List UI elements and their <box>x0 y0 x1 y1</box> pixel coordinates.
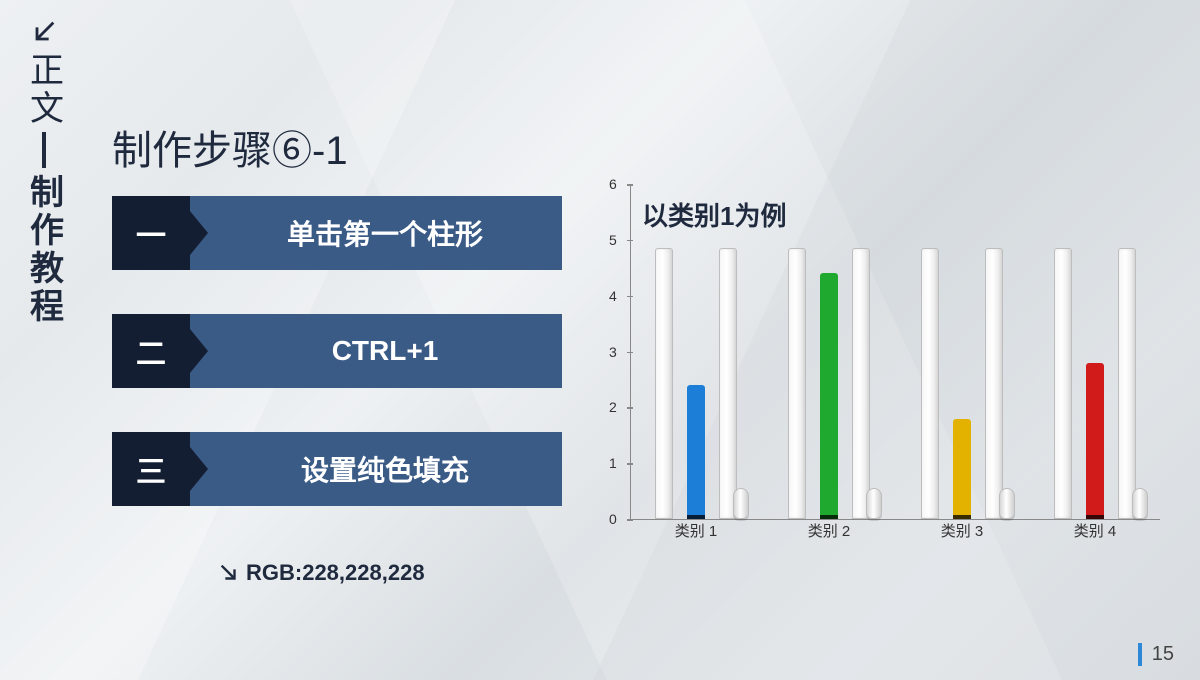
step-1-label: 单击第一个柱形 <box>190 196 562 270</box>
bar-outline-right <box>985 248 1003 519</box>
x-label: 类别 2 <box>808 520 851 541</box>
step-list: 一 单击第一个柱形 二 CTRL+1 三 设置纯色填充 <box>112 196 562 506</box>
y-tick: 4 <box>609 288 617 304</box>
bar-outline-right <box>852 248 870 519</box>
y-tick: 2 <box>609 399 617 415</box>
slide-heading: 制作步骤⑥-1 <box>112 118 348 176</box>
bar-outline-right <box>1118 248 1136 519</box>
sidebar-line2: 制作教程 <box>20 174 69 326</box>
bar-outline-left <box>788 248 806 519</box>
y-tick: 6 <box>609 176 617 192</box>
sidebar-separator <box>42 132 46 168</box>
x-label: 类别 4 <box>1074 520 1117 541</box>
arrow-down-right-icon <box>218 562 240 584</box>
step-2: 二 CTRL+1 <box>112 314 562 388</box>
x-label: 类别 3 <box>941 520 984 541</box>
step-2-number: 二 <box>112 314 190 388</box>
bar-cylinder <box>1132 488 1148 519</box>
bar-cylinder <box>866 488 882 519</box>
y-tick: 3 <box>609 344 617 360</box>
bar-colored <box>820 273 838 519</box>
bar-outline-left <box>1054 248 1072 519</box>
sidebar-strip: 正文 制作教程 <box>22 18 66 326</box>
y-tick: 1 <box>609 455 617 471</box>
y-tick: 5 <box>609 232 617 248</box>
bar-cylinder <box>999 488 1015 519</box>
x-label: 类别 1 <box>675 520 718 541</box>
page-number: 15 <box>1138 643 1174 666</box>
y-tick: 0 <box>609 511 617 527</box>
step-1: 一 单击第一个柱形 <box>112 196 562 270</box>
bar-cylinder <box>733 488 749 519</box>
bar-colored <box>953 419 971 520</box>
step-2-label: CTRL+1 <box>190 314 562 388</box>
bar-colored <box>1086 363 1104 519</box>
bar-outline-left <box>921 248 939 519</box>
step-1-number: 一 <box>112 196 190 270</box>
bar-colored <box>687 385 705 519</box>
example-bar-chart: 以类别1为例 0123456类别 1类别 2类别 3类别 4 <box>600 184 1170 542</box>
bar-outline-right <box>719 248 737 519</box>
arrow-down-left-icon <box>30 18 58 46</box>
bar-outline-left <box>655 248 673 519</box>
step-3: 三 设置纯色填充 <box>112 432 562 506</box>
rgb-note: RGB:228,228,228 <box>218 560 425 586</box>
rgb-note-text: RGB:228,228,228 <box>246 560 425 586</box>
chart-plot-area: 0123456类别 1类别 2类别 3类别 4 <box>630 184 1160 520</box>
step-3-label: 设置纯色填充 <box>190 432 562 506</box>
step-3-number: 三 <box>112 432 190 506</box>
sidebar-line1: 正文 <box>20 52 69 128</box>
